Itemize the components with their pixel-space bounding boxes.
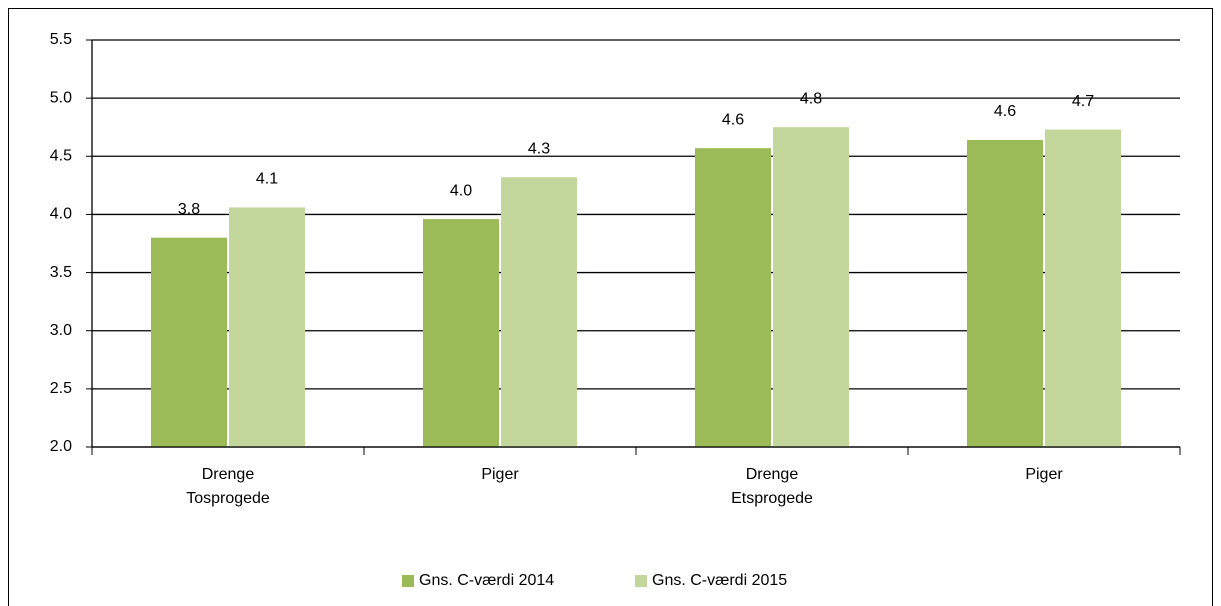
x-tick-label: Tosprogede — [186, 490, 270, 507]
legend-swatch — [635, 575, 647, 587]
y-tick-label: 4.5 — [50, 148, 72, 165]
value-label: 4.7 — [1072, 93, 1094, 110]
x-tick-label: Piger — [481, 466, 519, 483]
value-label: 4.3 — [528, 140, 550, 157]
value-label: 4.8 — [800, 90, 822, 107]
value-label: 4.6 — [994, 103, 1016, 120]
x-tick-label: Drenge — [202, 466, 255, 483]
bar — [773, 127, 849, 447]
y-tick-label: 2.0 — [50, 438, 72, 455]
legend-label: Gns. C-værdi 2014 — [419, 572, 554, 589]
bar — [151, 237, 227, 447]
value-label: 3.8 — [178, 201, 200, 218]
value-label: 4.0 — [450, 182, 472, 199]
x-tick-label: Etsprogede — [731, 490, 813, 507]
bar — [967, 140, 1043, 447]
value-label: 4.1 — [256, 171, 278, 188]
y-tick-label: 2.5 — [50, 380, 72, 397]
bar — [229, 207, 305, 447]
x-tick-label: Piger — [1025, 466, 1063, 483]
x-tick-label: Drenge — [746, 466, 799, 483]
value-label: 4.6 — [722, 111, 744, 128]
y-tick-label: 5.0 — [50, 89, 72, 106]
bar — [695, 148, 771, 447]
bar — [423, 219, 499, 447]
y-tick-label: 3.0 — [50, 322, 72, 339]
legend-swatch — [402, 575, 414, 587]
y-tick-label: 4.0 — [50, 206, 72, 223]
y-tick-label: 5.5 — [50, 31, 72, 48]
bar — [501, 177, 577, 447]
legend-label: Gns. C-værdi 2015 — [652, 572, 787, 589]
bar — [1045, 129, 1121, 448]
y-tick-label: 3.5 — [50, 264, 72, 281]
